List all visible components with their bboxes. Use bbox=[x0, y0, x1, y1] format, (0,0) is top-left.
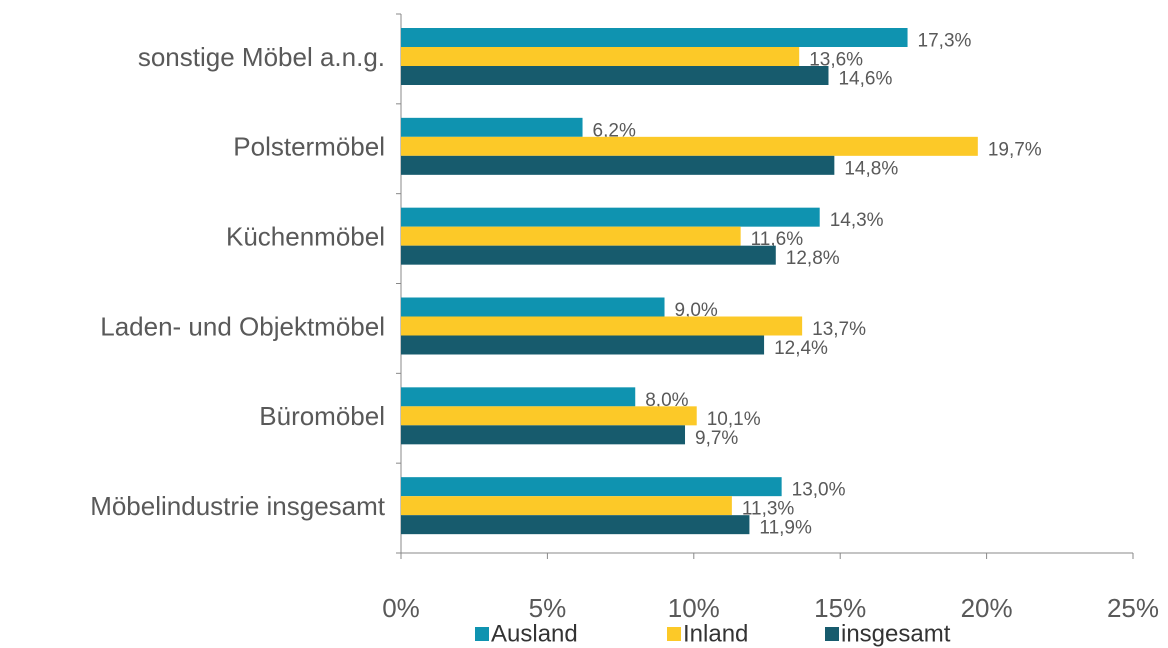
value-label: 9,0% bbox=[675, 300, 718, 321]
category-label: Möbelindustrie insgesamt bbox=[90, 491, 386, 521]
bar bbox=[401, 515, 750, 535]
x-tick-label: 5% bbox=[529, 593, 567, 623]
bar bbox=[401, 226, 741, 246]
bar bbox=[401, 425, 686, 445]
bar bbox=[401, 477, 782, 497]
bar bbox=[401, 406, 697, 426]
category-label: sonstige Möbel a.n.g. bbox=[138, 42, 385, 72]
value-label: 12,8% bbox=[786, 248, 840, 269]
value-label: 14,3% bbox=[830, 210, 884, 231]
value-label: 8,0% bbox=[645, 390, 688, 411]
bar bbox=[401, 136, 978, 156]
bar bbox=[401, 28, 908, 47]
bar bbox=[401, 245, 776, 265]
bar bbox=[401, 207, 820, 227]
bar bbox=[401, 496, 732, 516]
bar bbox=[401, 47, 800, 66]
x-tick-label: 15% bbox=[814, 593, 866, 623]
category-label: Polstermöbel bbox=[233, 132, 385, 162]
bar bbox=[401, 66, 829, 85]
bar bbox=[401, 297, 665, 317]
x-tick-label: 20% bbox=[961, 593, 1013, 623]
value-label: 11,6% bbox=[751, 229, 804, 250]
x-tick-label: 0% bbox=[382, 593, 420, 623]
legend-label: Inland bbox=[683, 620, 748, 647]
value-label: 13,6% bbox=[809, 50, 863, 71]
value-label: 17,3% bbox=[918, 31, 972, 52]
value-label: 12,4% bbox=[774, 338, 828, 359]
value-label: 13,0% bbox=[792, 480, 846, 501]
bar bbox=[401, 387, 636, 407]
legend-swatch bbox=[667, 627, 681, 641]
bar bbox=[401, 335, 765, 355]
value-label: 11,9% bbox=[759, 518, 812, 539]
value-label: 13,7% bbox=[812, 319, 866, 340]
category-label: Küchenmöbel bbox=[226, 221, 385, 251]
legend-label: Ausland bbox=[491, 620, 578, 647]
x-tick-label: 25% bbox=[1107, 593, 1159, 623]
value-label: 14,6% bbox=[838, 69, 892, 90]
legend-swatch bbox=[825, 627, 839, 641]
value-label: 19,7% bbox=[988, 139, 1042, 160]
bar bbox=[401, 155, 835, 175]
value-label: 11,3% bbox=[742, 499, 795, 520]
value-label: 10,1% bbox=[707, 409, 761, 430]
category-label: Laden- und Objektmöbel bbox=[100, 311, 385, 341]
value-label: 14,8% bbox=[844, 158, 898, 179]
bar bbox=[401, 316, 803, 336]
legend-swatch bbox=[475, 627, 489, 641]
value-label: 9,7% bbox=[695, 428, 738, 449]
x-tick-label: 10% bbox=[668, 593, 720, 623]
bar bbox=[401, 117, 583, 137]
category-label: Büromöbel bbox=[259, 401, 385, 431]
legend-label: insgesamt bbox=[841, 620, 951, 647]
value-label: 6,2% bbox=[593, 120, 636, 141]
